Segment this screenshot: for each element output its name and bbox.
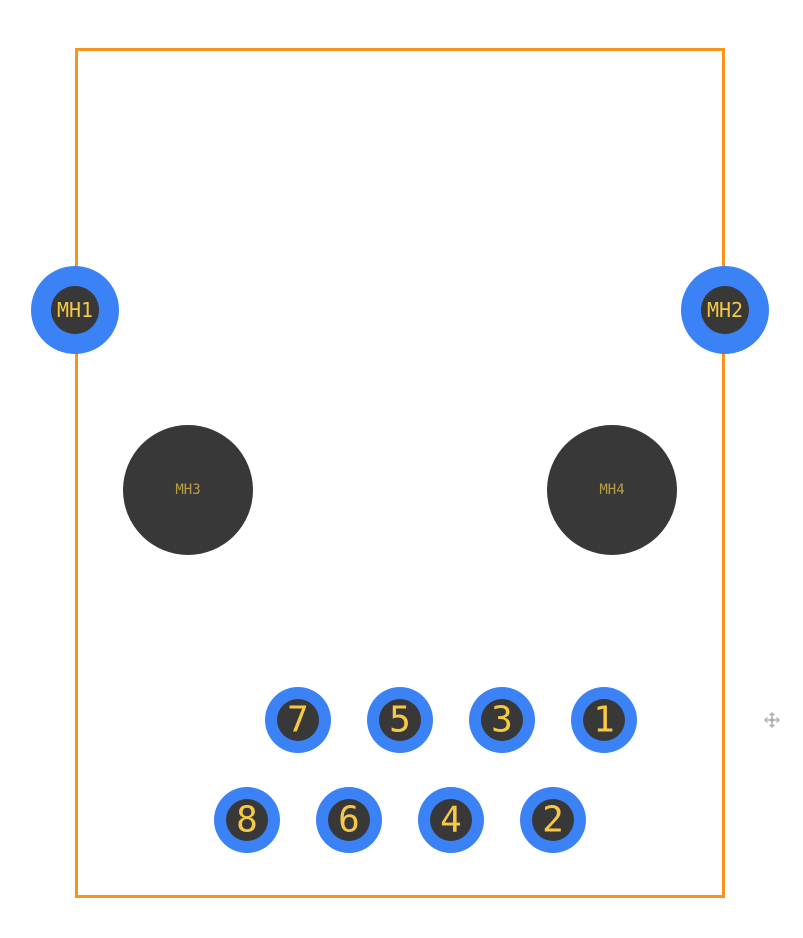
pin-label-4: 4 — [440, 800, 462, 841]
mounting-hole-label-mh1: MH1 — [57, 298, 93, 322]
pin-label-2: 2 — [542, 800, 564, 841]
mounting-hole-label-mh2: MH2 — [707, 298, 743, 322]
pin-label-6: 6 — [338, 800, 360, 841]
origin-marker-icon — [763, 711, 781, 729]
pin-label-7: 7 — [287, 700, 309, 741]
pin-label-8: 8 — [236, 800, 258, 841]
pin-label-3: 3 — [491, 700, 513, 741]
pin-label-1: 1 — [593, 700, 615, 741]
mounting-hole-label-mh4: MH4 — [599, 482, 624, 498]
pin-label-5: 5 — [389, 700, 411, 741]
mounting-hole-label-mh3: MH3 — [175, 482, 200, 498]
